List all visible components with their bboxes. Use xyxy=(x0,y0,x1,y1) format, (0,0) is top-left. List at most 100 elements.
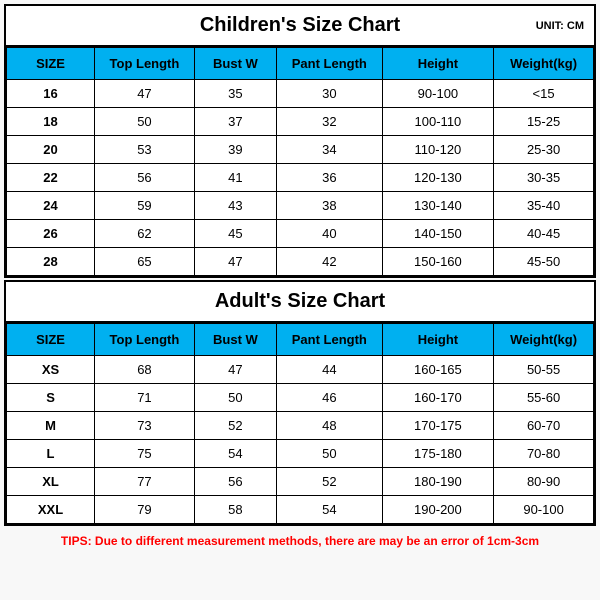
column-header: Height xyxy=(382,324,494,356)
table-cell: 110-120 xyxy=(382,136,494,164)
table-cell: 120-130 xyxy=(382,164,494,192)
table-row: 20533934110-12025-30 xyxy=(7,136,594,164)
adult-tbody: XS684744160-16550-55S715046160-17055-60M… xyxy=(7,356,594,524)
table-row: 26624540140-15040-45 xyxy=(7,220,594,248)
table-cell: 26 xyxy=(7,220,95,248)
table-cell: 25-30 xyxy=(494,136,594,164)
table-cell: 32 xyxy=(277,108,383,136)
table-cell: 79 xyxy=(95,496,195,524)
column-header: SIZE xyxy=(7,48,95,80)
column-header: Top Length xyxy=(95,48,195,80)
table-cell: XS xyxy=(7,356,95,384)
table-cell: 180-190 xyxy=(382,468,494,496)
table-row: L755450175-18070-80 xyxy=(7,440,594,468)
table-cell: XXL xyxy=(7,496,95,524)
table-row: XXL795854190-20090-100 xyxy=(7,496,594,524)
table-cell: 39 xyxy=(194,136,276,164)
table-cell: 22 xyxy=(7,164,95,192)
column-header: Height xyxy=(382,48,494,80)
table-cell: 100-110 xyxy=(382,108,494,136)
table-cell: 55-60 xyxy=(494,384,594,412)
table-cell: 20 xyxy=(7,136,95,164)
table-cell: 140-150 xyxy=(382,220,494,248)
table-cell: L xyxy=(7,440,95,468)
table-cell: S xyxy=(7,384,95,412)
table-cell: 47 xyxy=(95,80,195,108)
table-cell: 50-55 xyxy=(494,356,594,384)
table-cell: 54 xyxy=(277,496,383,524)
table-cell: 44 xyxy=(277,356,383,384)
table-row: S715046160-17055-60 xyxy=(7,384,594,412)
table-cell: 16 xyxy=(7,80,95,108)
table-cell: 150-160 xyxy=(382,248,494,276)
column-header: Weight(kg) xyxy=(494,48,594,80)
table-cell: 54 xyxy=(194,440,276,468)
table-cell: <15 xyxy=(494,80,594,108)
table-cell: 50 xyxy=(277,440,383,468)
adult-thead: SIZETop LengthBust WPant LengthHeightWei… xyxy=(7,324,594,356)
column-header: Pant Length xyxy=(277,324,383,356)
table-cell: 71 xyxy=(95,384,195,412)
table-row: 1647353090-100<15 xyxy=(7,80,594,108)
column-header: Weight(kg) xyxy=(494,324,594,356)
table-cell: 170-175 xyxy=(382,412,494,440)
table-cell: 34 xyxy=(277,136,383,164)
table-cell: 40-45 xyxy=(494,220,594,248)
adult-title: Adult's Size Chart xyxy=(215,290,385,312)
column-header: SIZE xyxy=(7,324,95,356)
table-cell: 60-70 xyxy=(494,412,594,440)
table-cell: 35 xyxy=(194,80,276,108)
table-cell: 90-100 xyxy=(494,496,594,524)
unit-label: UNIT: CM xyxy=(536,20,584,32)
table-row: M735248170-17560-70 xyxy=(7,412,594,440)
children-title-row: Children's Size Chart UNIT: CM xyxy=(6,6,594,47)
table-row: 28654742150-16045-50 xyxy=(7,248,594,276)
table-cell: 52 xyxy=(194,412,276,440)
table-cell: 43 xyxy=(194,192,276,220)
table-cell: 18 xyxy=(7,108,95,136)
table-cell: 15-25 xyxy=(494,108,594,136)
table-cell: 41 xyxy=(194,164,276,192)
column-header: Top Length xyxy=(95,324,195,356)
table-cell: 56 xyxy=(194,468,276,496)
table-cell: 45 xyxy=(194,220,276,248)
table-cell: 160-165 xyxy=(382,356,494,384)
table-cell: 42 xyxy=(277,248,383,276)
table-cell: 35-40 xyxy=(494,192,594,220)
table-row: XS684744160-16550-55 xyxy=(7,356,594,384)
column-header: Bust W xyxy=(194,48,276,80)
table-cell: 52 xyxy=(277,468,383,496)
table-cell: 75 xyxy=(95,440,195,468)
table-cell: 53 xyxy=(95,136,195,164)
table-cell: M xyxy=(7,412,95,440)
table-cell: 50 xyxy=(194,384,276,412)
table-cell: 40 xyxy=(277,220,383,248)
adult-title-row: Adult's Size Chart xyxy=(6,282,594,323)
table-cell: 38 xyxy=(277,192,383,220)
table-cell: 59 xyxy=(95,192,195,220)
table-cell: 80-90 xyxy=(494,468,594,496)
table-cell: 36 xyxy=(277,164,383,192)
table-cell: 175-180 xyxy=(382,440,494,468)
table-cell: 56 xyxy=(95,164,195,192)
table-cell: 48 xyxy=(277,412,383,440)
table-row: 18503732100-11015-25 xyxy=(7,108,594,136)
table-cell: 37 xyxy=(194,108,276,136)
column-header: Pant Length xyxy=(277,48,383,80)
adult-table: SIZETop LengthBust WPant LengthHeightWei… xyxy=(6,323,594,524)
table-cell: 46 xyxy=(277,384,383,412)
table-cell: 30-35 xyxy=(494,164,594,192)
table-cell: 73 xyxy=(95,412,195,440)
table-cell: 68 xyxy=(95,356,195,384)
children-title: Children's Size Chart xyxy=(200,14,400,36)
adult-size-chart: Adult's Size Chart SIZETop LengthBust WP… xyxy=(4,280,596,526)
table-cell: 65 xyxy=(95,248,195,276)
table-cell: 58 xyxy=(194,496,276,524)
table-cell: 90-100 xyxy=(382,80,494,108)
table-cell: 47 xyxy=(194,356,276,384)
table-cell: 130-140 xyxy=(382,192,494,220)
table-cell: 47 xyxy=(194,248,276,276)
table-cell: 30 xyxy=(277,80,383,108)
table-cell: XL xyxy=(7,468,95,496)
table-cell: 45-50 xyxy=(494,248,594,276)
